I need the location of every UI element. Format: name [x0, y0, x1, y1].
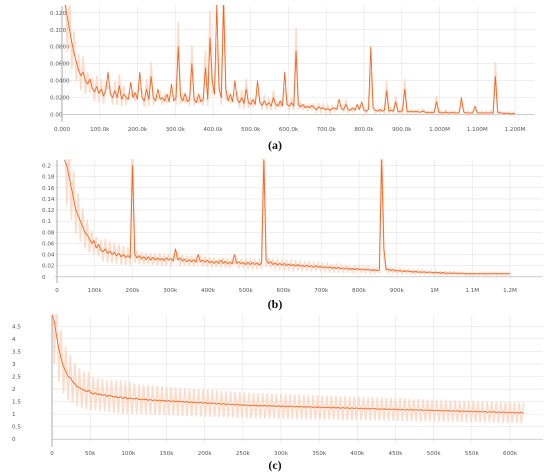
x-tick-label: 400k	[350, 451, 365, 457]
y-tick-label: 3.5	[12, 349, 21, 355]
x-tick-label: 900.0k	[392, 127, 412, 133]
y-tick-label: 0.2	[42, 164, 51, 170]
y-tick-label: 0.04	[42, 253, 55, 259]
y-tick-label: 4.5	[12, 324, 21, 330]
x-tick-label: 100k	[88, 288, 103, 294]
x-tick-label: 700.0k	[317, 127, 337, 133]
y-tick-label: 0.0200	[50, 96, 70, 102]
x-tick-label: 500k	[427, 451, 442, 457]
y-tick-label: 0.06	[42, 241, 55, 247]
x-tick-label: 400k	[201, 288, 216, 294]
x-tick-label: 0	[50, 451, 54, 457]
raw-series-line	[52, 314, 525, 424]
x-tick-label: 100k	[121, 451, 136, 457]
y-tick-label: 4	[12, 337, 16, 343]
x-tick-label: 150k	[160, 451, 175, 457]
x-tick-label: 600.0k	[279, 127, 299, 133]
x-tick-label: 0	[55, 288, 59, 294]
chart-caption: (c)	[268, 458, 281, 472]
y-tick-label: 0	[42, 275, 46, 281]
y-tick-label: 2.5	[12, 374, 21, 380]
x-tick-label: 500.0k	[241, 127, 261, 133]
x-tick-label: 700k	[314, 288, 329, 294]
y-tick-label: 0.100	[50, 28, 66, 34]
y-tick-label: 1.5	[12, 400, 21, 406]
x-tick-label: 300k	[163, 288, 178, 294]
x-tick-label: 600k	[503, 451, 518, 457]
x-tick-label: 450k	[389, 451, 404, 457]
chart-caption: (b)	[268, 297, 283, 311]
x-tick-label: 200k	[126, 288, 141, 294]
y-tick-label: 1	[12, 412, 16, 418]
x-tick-label: 900k	[390, 288, 405, 294]
x-tick-label: 100.0k	[90, 127, 110, 133]
x-tick-label: 300.0k	[166, 127, 186, 133]
x-tick-label: 1.2M	[503, 288, 517, 294]
x-tick-label: 600k	[277, 288, 292, 294]
raw-series-line	[65, 5, 516, 118]
y-tick-label: 0.08	[42, 230, 55, 236]
x-tick-label: 500k	[239, 288, 254, 294]
series-line	[52, 314, 524, 414]
chart-panel: 0.000 100.0k 200.0k 300.0k 400.0k 500.0k 600.0…	[50, 5, 535, 152]
x-tick-label: 0.000	[54, 127, 70, 133]
x-tick-label: 1.200M	[505, 127, 526, 133]
y-tick-label: 0.02	[42, 264, 54, 270]
y-tick-label: 0.00	[50, 113, 63, 119]
y-tick-label: 0.14	[42, 197, 55, 203]
y-tick-label: 0.0400	[50, 79, 70, 85]
chart-panel: 0 50k 100k 150k 200k 250k 300k 350k 400k 450k 500k…	[12, 314, 543, 472]
series-line	[64, 5, 515, 115]
x-tick-label: 800.0k	[354, 127, 374, 133]
x-tick-label: 200k	[198, 451, 213, 457]
y-tick-label: 0.16	[42, 186, 55, 192]
chart-caption: (a)	[268, 138, 282, 152]
y-tick-label: 0.18	[42, 175, 55, 181]
y-tick-label: 0.1	[42, 219, 51, 225]
x-tick-label: 200.0k	[128, 127, 148, 133]
y-tick-label: 0.120	[50, 11, 66, 17]
x-tick-label: 1M	[430, 288, 439, 294]
x-tick-label: 50k	[85, 451, 96, 457]
y-tick-label: 0.0600	[50, 62, 70, 68]
x-tick-label: 250k	[236, 451, 251, 457]
x-tick-label: 800k	[352, 288, 367, 294]
y-tick-label: 0.5	[12, 425, 21, 431]
x-tick-label: 550k	[465, 451, 480, 457]
chart-panel: 0 100k 200k 300k 400k 500k 600k 700k 800k 900k 1M 1…	[42, 159, 543, 311]
y-tick-label: 3	[12, 362, 16, 368]
x-tick-label: 400.0k	[203, 127, 223, 133]
y-tick-label: 2	[12, 387, 16, 393]
x-tick-label: 350k	[312, 451, 327, 457]
y-tick-label: 0.0800	[50, 45, 70, 51]
series-line	[64, 159, 511, 275]
x-tick-label: 300k	[274, 451, 289, 457]
x-tick-label: 1.000M	[429, 127, 450, 133]
x-tick-label: 1.1M	[465, 288, 479, 294]
x-tick-label: 1.100M	[467, 127, 488, 133]
y-tick-label: 0.12	[42, 208, 54, 214]
y-tick-label: 0	[12, 437, 16, 443]
